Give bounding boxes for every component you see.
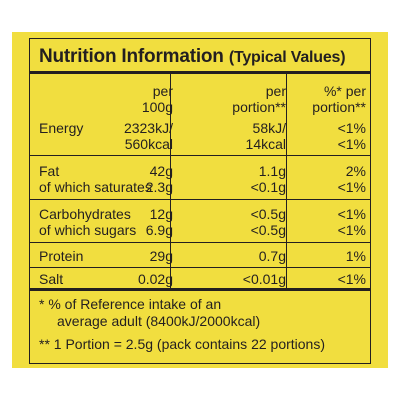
energy-per-portion: 58kJ/ 14kcal [245,120,286,152]
saturates-per-100g: 2.3g [145,179,173,195]
protein-per-100g: 29g [149,248,173,264]
saturates-ri: <1% [337,179,366,195]
nutrition-label: Nutrition Information (Typical Values) p… [12,32,388,368]
energy-ri: <1% <1% [337,120,366,152]
footnote-portion: ** 1 Portion = 2.5g (pack contains 22 po… [39,336,326,352]
row-label-energy: Energy [39,120,84,136]
column-divider-2 [286,73,287,289]
table-bottom-divider [30,288,370,291]
title-main: Nutrition Information [39,46,224,67]
header-per-100g: per 100g [141,83,173,115]
salt-ri: <1% [337,271,366,287]
sugars-per-portion: <0.5g [250,222,286,238]
row-label-protein: Protein [39,248,84,264]
protein-per-portion: 0.7g [258,248,286,264]
energy-per-100g: 2323kJ/ 560kcal [123,120,173,152]
table-title: Nutrition Information (Typical Values) [39,46,346,68]
row-divider [30,155,370,156]
row-divider [30,242,370,243]
row-label-salt: Salt [39,271,64,287]
row-divider [30,199,370,200]
fat-ri: 2% [345,163,366,179]
row-divider [30,267,370,268]
title-divider [30,71,370,74]
row-label-saturates: of which saturates [39,179,152,195]
header-per-portion: per portion** [232,83,286,115]
saturates-per-portion: <0.1g [250,179,286,195]
fat-per-100g: 42g [149,163,173,179]
sugars-per-100g: 6.9g [145,222,173,238]
footnote-ri-line1: * % of Reference intake of an [39,296,222,312]
header-reference-intake: %* per portion** [312,83,366,115]
salt-per-100g: 0.02g [137,271,173,287]
footnote-ri-line2: average adult (8400kJ/2000kcal) [57,313,261,329]
salt-per-portion: <0.01g [242,271,286,287]
sugars-ri: <1% [337,222,366,238]
fat-per-portion: 1.1g [258,163,286,179]
nutrition-table: Nutrition Information (Typical Values) p… [29,38,371,364]
carbohydrates-per-100g: 12g [149,206,173,222]
row-label-sugars: of which sugars [39,222,137,238]
protein-ri: 1% [345,248,366,264]
title-sub: (Typical Values) [228,49,346,66]
column-divider-1 [170,73,171,289]
carbohydrates-per-portion: <0.5g [250,206,286,222]
carbohydrates-ri: <1% [337,206,366,222]
row-label-fat: Fat [39,163,60,179]
row-label-carbohydrates: Carbohydrates [39,206,131,222]
